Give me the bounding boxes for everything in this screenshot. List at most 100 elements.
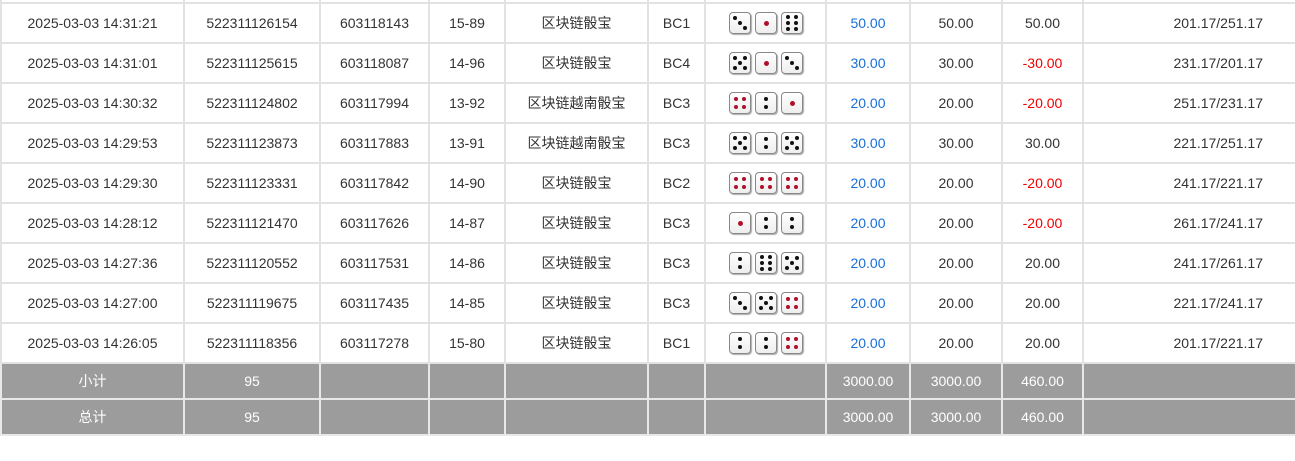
- die-6-icon: [754, 252, 777, 274]
- cell-valid: 20.00: [909, 282, 1003, 324]
- cell-balance: 201.17/251.17: [1082, 2, 1295, 44]
- die-4-icon: [780, 292, 803, 314]
- cell-game: 区块链骰宝: [504, 282, 649, 324]
- subtotal-row: 小计 95 3000.00 3000.00 460.00: [0, 362, 1295, 400]
- cell-balance: 221.17/241.17: [1082, 282, 1295, 324]
- cell-table: 14-86: [428, 242, 506, 284]
- die-2-icon: [780, 212, 803, 234]
- subtotal-count: 95: [183, 362, 321, 400]
- die-2-icon: [728, 332, 751, 354]
- cell-bet: BC4: [647, 42, 706, 84]
- cell-time: 2025-03-03 14:29:30: [0, 162, 185, 204]
- die-4-icon: [728, 92, 751, 114]
- cell-table: 15-80: [428, 322, 506, 364]
- die-5-icon: [728, 132, 751, 154]
- cell-issue: 603117435: [319, 282, 430, 324]
- cell-bet: BC1: [647, 2, 706, 44]
- dice-result: [704, 282, 827, 324]
- total-amount: 3000.00: [825, 398, 911, 436]
- cell-game: 区块链骰宝: [504, 2, 649, 44]
- cell-amount: 50.00: [825, 2, 911, 44]
- empty-cell: [319, 398, 430, 436]
- die-2-icon: [754, 212, 777, 234]
- table-row: 2025-03-03 14:27:00 522311119675 603117435…: [0, 282, 1295, 324]
- cell-bet: BC3: [647, 242, 706, 284]
- cell-win: 30.00: [1001, 122, 1084, 164]
- subtotal-label: 小计: [0, 362, 185, 400]
- die-3-icon: [780, 52, 803, 74]
- cell-valid: 20.00: [909, 82, 1003, 124]
- cell-time: 2025-03-03 14:30:32: [0, 82, 185, 124]
- cell-balance: 241.17/261.17: [1082, 242, 1295, 284]
- dice-result: [704, 82, 827, 124]
- cell-order: 522311118356: [183, 322, 321, 364]
- cell-bet: BC3: [647, 282, 706, 324]
- die-5-icon: [728, 52, 751, 74]
- cell-order: 522311123873: [183, 122, 321, 164]
- die-1-icon: [780, 92, 803, 114]
- dice-result: [704, 42, 827, 84]
- cell-issue: 603118087: [319, 42, 430, 84]
- dice-result: [704, 2, 827, 44]
- table-row: 2025-03-03 14:26:05 522311118356 603117278…: [0, 322, 1295, 364]
- cell-valid: 20.00: [909, 202, 1003, 244]
- cell-table: 14-96: [428, 42, 506, 84]
- die-1-icon: [728, 212, 751, 234]
- cell-game: 区块链骰宝: [504, 202, 649, 244]
- cell-amount: 20.00: [825, 282, 911, 324]
- cell-win: -30.00: [1001, 42, 1084, 84]
- cell-valid: 50.00: [909, 2, 1003, 44]
- cell-time: 2025-03-03 14:31:01: [0, 42, 185, 84]
- cell-order: 522311119675: [183, 282, 321, 324]
- empty-cell: [1082, 362, 1295, 400]
- cell-win: -20.00: [1001, 82, 1084, 124]
- dice-result: [704, 162, 827, 204]
- cell-win: 20.00: [1001, 282, 1084, 324]
- cell-bet: BC3: [647, 202, 706, 244]
- cell-issue: 603117842: [319, 162, 430, 204]
- die-6-icon: [780, 12, 803, 34]
- cell-game: 区块链骰宝: [504, 42, 649, 84]
- table-row: 2025-03-03 14:29:53 522311123873 603117883…: [0, 122, 1295, 164]
- cell-amount: 30.00: [825, 42, 911, 84]
- cell-balance: 251.17/231.17: [1082, 82, 1295, 124]
- cell-table: 13-92: [428, 82, 506, 124]
- cell-issue: 603118143: [319, 2, 430, 44]
- empty-cell: [647, 398, 706, 436]
- cell-amount: 20.00: [825, 202, 911, 244]
- empty-cell: [704, 362, 827, 400]
- cell-table: 15-89: [428, 2, 506, 44]
- cell-amount: 30.00: [825, 122, 911, 164]
- table-row: 2025-03-03 14:28:12 522311121470 603117626…: [0, 202, 1295, 244]
- cell-time: 2025-03-03 14:28:12: [0, 202, 185, 244]
- total-valid: 3000.00: [909, 398, 1003, 436]
- empty-cell: [428, 398, 506, 436]
- die-2-icon: [754, 332, 777, 354]
- die-5-icon: [780, 252, 803, 274]
- total-row: 总计 95 3000.00 3000.00 460.00: [0, 398, 1295, 436]
- subtotal-amount: 3000.00: [825, 362, 911, 400]
- cell-bet: BC2: [647, 162, 706, 204]
- die-4-icon: [780, 172, 803, 194]
- empty-cell: [504, 398, 649, 436]
- cell-bet: BC1: [647, 322, 706, 364]
- cell-win: -20.00: [1001, 202, 1084, 244]
- cell-valid: 20.00: [909, 162, 1003, 204]
- empty-cell: [647, 362, 706, 400]
- cell-issue: 603117278: [319, 322, 430, 364]
- cell-issue: 603117531: [319, 242, 430, 284]
- table-row: 2025-03-03 14:30:32 522311124802 603117994…: [0, 82, 1295, 124]
- total-win: 460.00: [1001, 398, 1084, 436]
- table-row: 2025-03-03 14:27:36 522311120552 603117531…: [0, 242, 1295, 284]
- die-4-icon: [728, 172, 751, 194]
- die-4-icon: [754, 172, 777, 194]
- cell-amount: 20.00: [825, 242, 911, 284]
- cell-balance: 231.17/201.17: [1082, 42, 1295, 84]
- dice-result: [704, 322, 827, 364]
- die-1-icon: [754, 12, 777, 34]
- cell-amount: 20.00: [825, 322, 911, 364]
- die-2-icon: [728, 252, 751, 274]
- cell-valid: 30.00: [909, 122, 1003, 164]
- cell-valid: 30.00: [909, 42, 1003, 84]
- empty-cell: [1082, 398, 1295, 436]
